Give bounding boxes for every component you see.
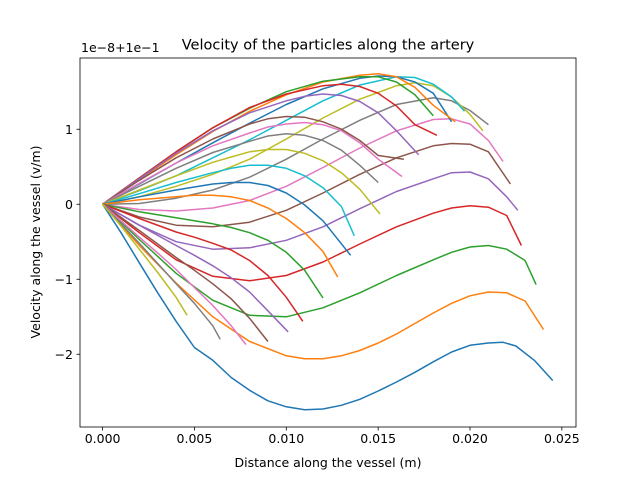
- series-line-26: [102, 203, 269, 342]
- x-tick-label: 0.025: [544, 431, 580, 446]
- series-layer: [101, 73, 554, 411]
- x-tick-label: 0.005: [177, 431, 213, 446]
- y-tick-label: 1: [65, 122, 73, 137]
- series-line-27: [102, 203, 247, 345]
- series-line-29: [102, 203, 188, 316]
- x-tick-label: 0.010: [268, 431, 304, 446]
- x-tick-label: 0.015: [360, 431, 396, 446]
- series-line-17: [102, 121, 403, 205]
- y-axis-label: Velocity along the vessel (v/m): [28, 146, 43, 339]
- x-tick-label: 0.000: [85, 431, 121, 446]
- series-line-6: [102, 142, 512, 228]
- series-line-16: [102, 115, 405, 205]
- series-line-5: [102, 171, 519, 250]
- series-line-7: [102, 118, 504, 212]
- series-line-21: [102, 181, 352, 256]
- axes-frame: [79, 57, 577, 428]
- y-tick-label: 0: [65, 197, 73, 212]
- series-line-1: [101, 203, 554, 411]
- series-line-18: [102, 133, 379, 205]
- series-line-22: [102, 194, 339, 278]
- series-line-15: [102, 93, 420, 205]
- series-line-28: [102, 203, 221, 340]
- series-line-24: [102, 203, 304, 322]
- y-axis-ticks: −2 −1 0 1: [55, 122, 80, 362]
- y-offset-label: 1e−8+1e−1: [81, 40, 160, 55]
- x-axis-label: Distance along the vessel (m): [235, 455, 422, 470]
- series-line-25: [102, 203, 289, 333]
- series-line-20: [102, 164, 355, 237]
- y-tick-label: −2: [55, 347, 73, 362]
- series-line-12: [102, 73, 456, 205]
- x-axis-ticks: 0.000 0.005 0.010 0.015 0.020 0.025: [85, 427, 580, 446]
- y-tick-label: −1: [55, 272, 73, 287]
- series-line-23: [102, 203, 324, 299]
- chart-title: Velocity of the particles along the arte…: [182, 38, 475, 54]
- series-line-14: [102, 83, 438, 205]
- series-line-8: [102, 96, 489, 205]
- series-line-19: [102, 148, 381, 215]
- series-line-2: [102, 203, 545, 360]
- x-tick-label: 0.020: [452, 431, 488, 446]
